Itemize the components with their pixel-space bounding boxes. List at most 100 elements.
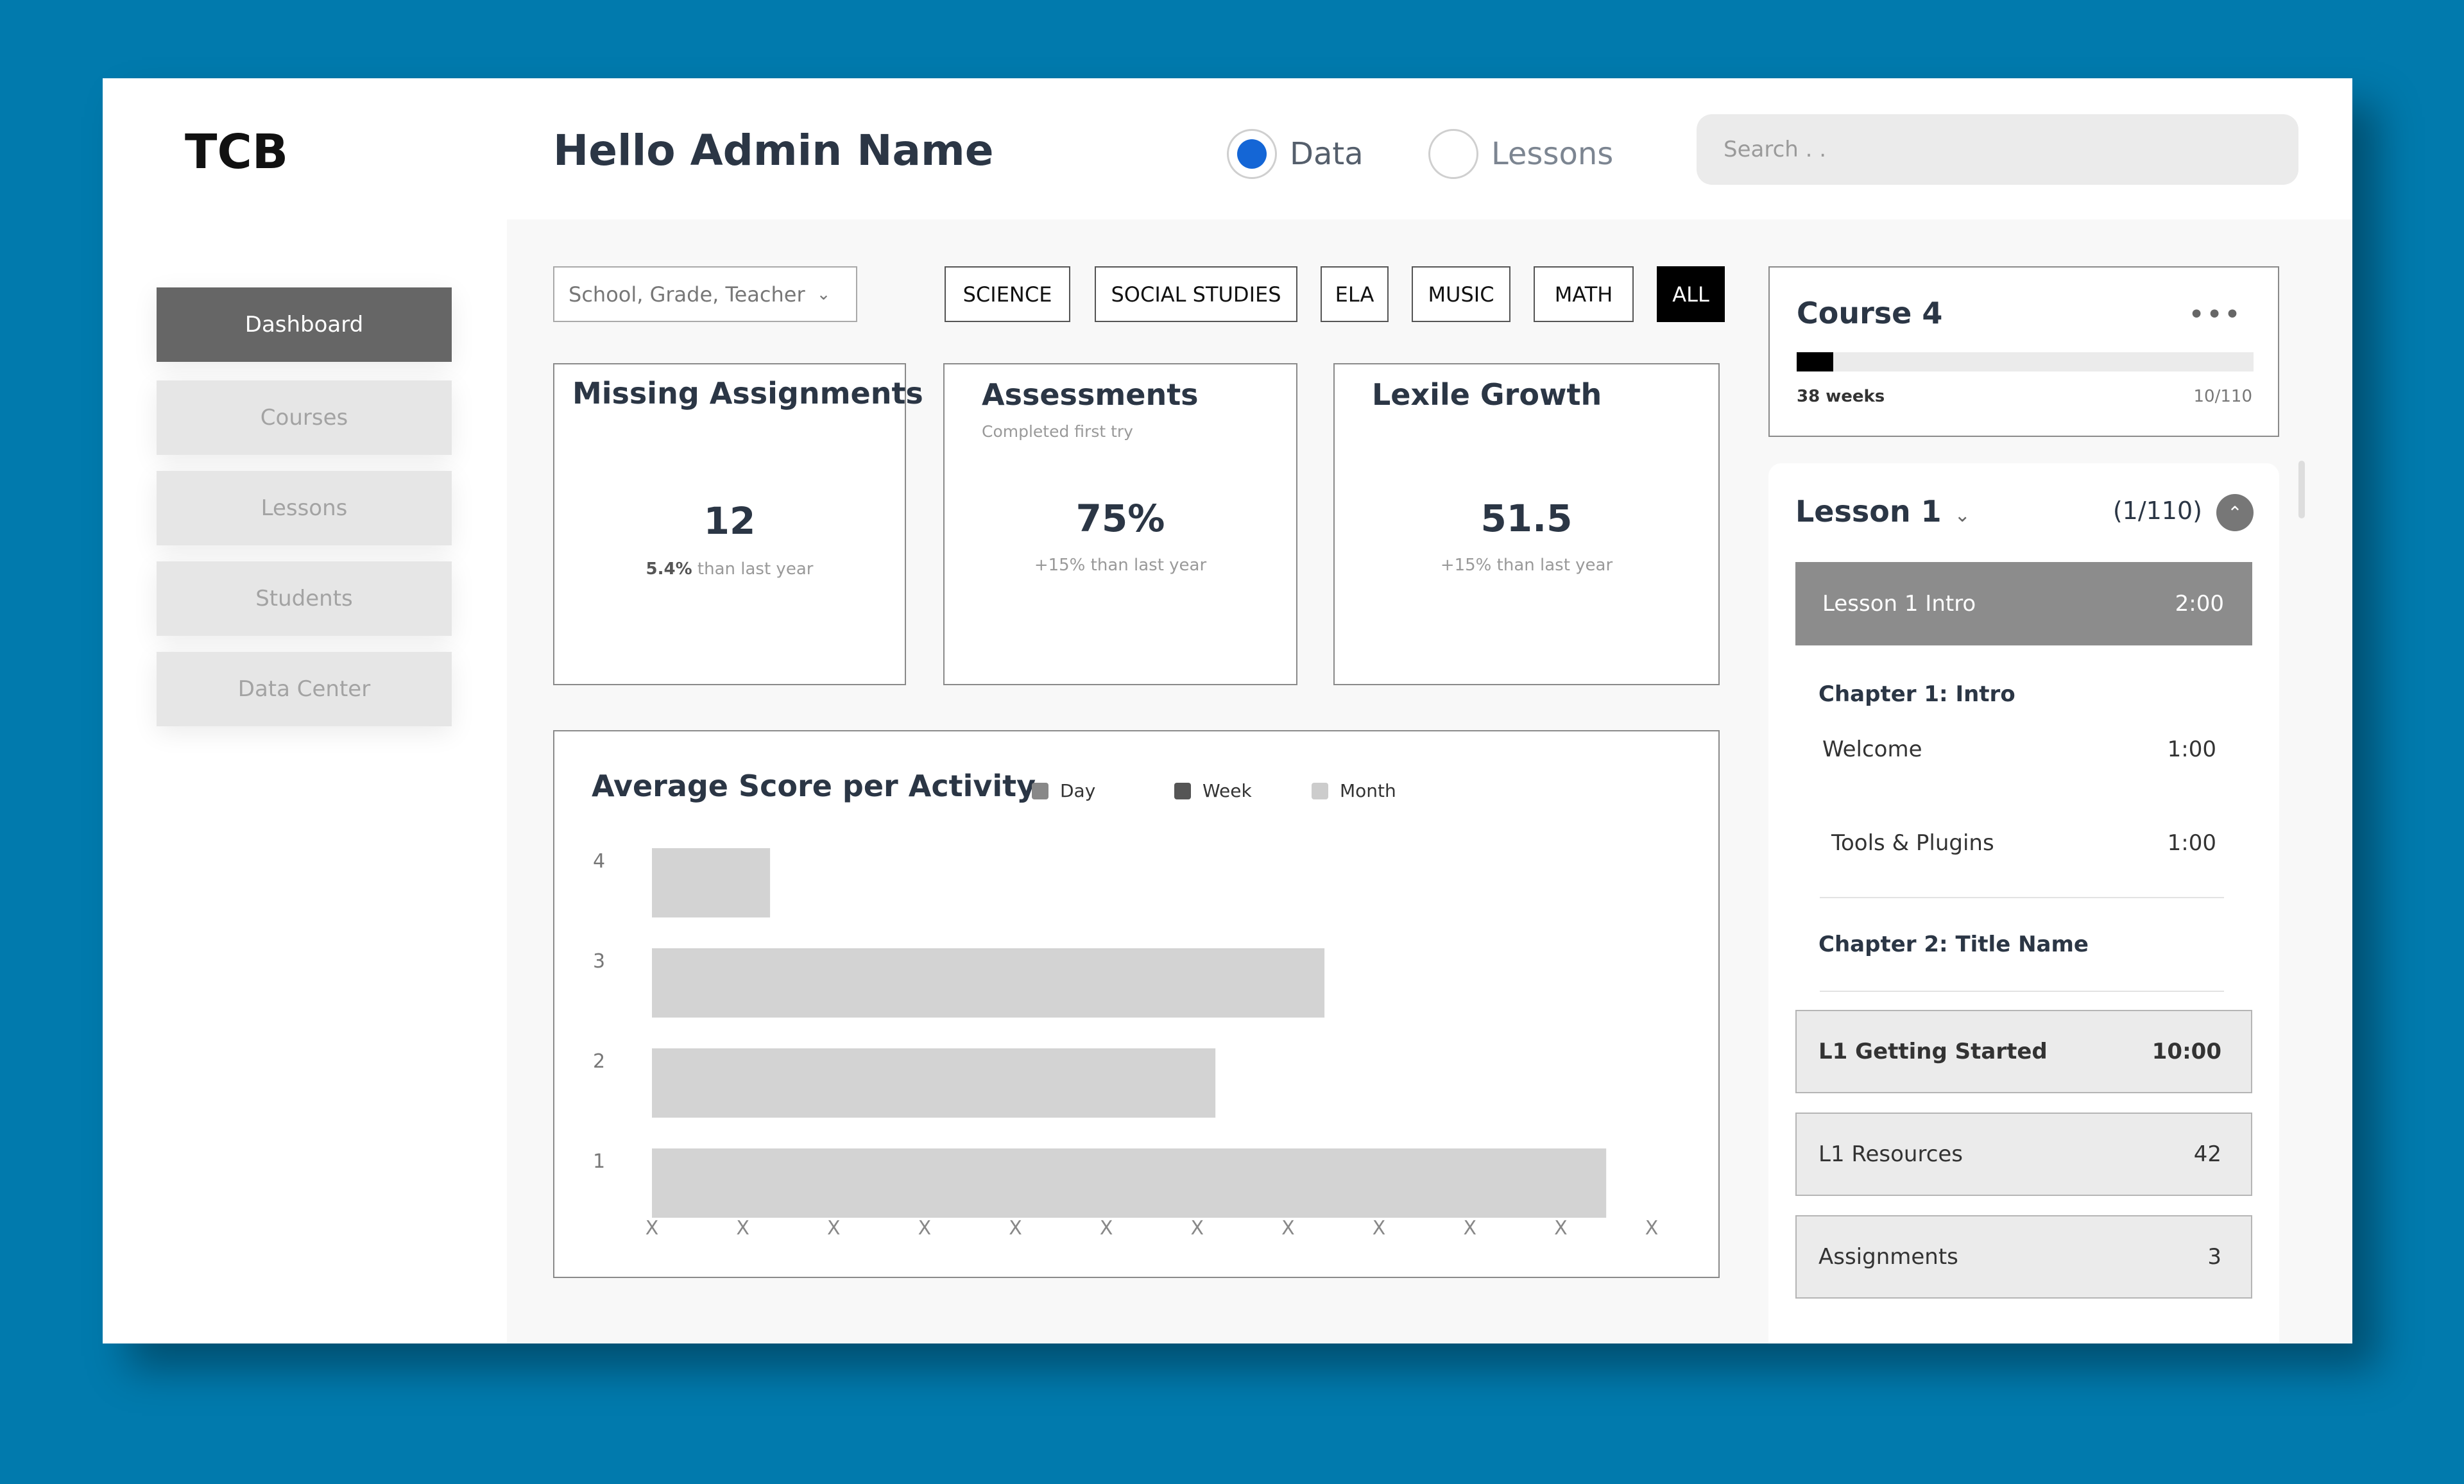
x-tick-label: X — [1191, 1217, 1204, 1240]
x-tick-label: X — [1281, 1217, 1295, 1240]
logo: TCB — [185, 124, 289, 180]
lesson-select[interactable]: Lesson 1 ⌄ — [1795, 494, 1971, 529]
sidebar-item-dashboard[interactable]: Dashboard — [157, 287, 452, 362]
bar-chart: 4 3 2 1 X X X X X X X X X X X X — [593, 848, 1659, 1240]
x-tick-label: X — [646, 1217, 659, 1240]
sidebar-item-lessons[interactable]: Lessons — [157, 471, 452, 545]
greeting-title: Hello Admin Name — [553, 126, 994, 175]
school-grade-teacher-select[interactable]: School, Grade, Teacher ⌄ — [553, 266, 857, 322]
search-input[interactable] — [1697, 114, 2298, 185]
subject-music-button[interactable]: MUSIC — [1412, 266, 1510, 322]
card-delta-text: than last year — [692, 559, 814, 579]
chapter-title: Chapter 1: Intro — [1818, 681, 2015, 707]
legend-label: Week — [1202, 780, 1252, 801]
lesson-item-value: 3 — [2207, 1244, 2221, 1270]
course-progress-bar — [1797, 352, 2254, 371]
course-card: Course 4 ••• 38 weeks 10/110 — [1768, 266, 2279, 437]
lesson-item-label: Lesson 1 Intro — [1822, 591, 1976, 617]
subject-social-studies-button[interactable]: SOCIAL STUDIES — [1095, 266, 1297, 322]
subject-math-button[interactable]: MATH — [1534, 266, 1634, 322]
card-title: Missing Assignments — [572, 376, 923, 411]
lesson-item-duration: 1:00 — [2167, 830, 2216, 856]
bar[interactable] — [652, 948, 1325, 1018]
card-subtitle: Completed first try — [982, 422, 1133, 441]
lexile-growth-card: Lexile Growth 51.5 +15% than last year — [1333, 363, 1720, 685]
card-delta: +15% than last year — [1034, 556, 1207, 575]
course-weeks: 38 weeks — [1797, 387, 1885, 406]
select-label: School, Grade, Teacher — [569, 282, 805, 307]
radio-unchecked-icon — [1428, 129, 1478, 179]
x-tick-label: X — [1100, 1217, 1113, 1240]
card-value: 51.5 — [1480, 497, 1573, 540]
app-window: TCB Hello Admin Name Data Lessons Dashbo… — [103, 78, 2352, 1343]
lesson-item-row[interactable]: L1 Resources 42 — [1795, 1113, 2252, 1196]
card-title: Lexile Growth — [1372, 377, 1602, 412]
view-radio-lessons[interactable]: Lessons — [1428, 128, 1613, 180]
legend-label: Month — [1340, 780, 1396, 801]
lesson-item-label: L1 Resources — [1818, 1141, 1964, 1167]
legend-item-week[interactable]: Week — [1174, 780, 1252, 801]
lesson-intro-row[interactable]: Lesson 1 Intro 2:00 — [1795, 562, 2252, 645]
scrollbar-thumb[interactable] — [2298, 461, 2305, 518]
x-tick-label: X — [1645, 1217, 1659, 1240]
y-tick-label: 1 — [593, 1150, 605, 1173]
radio-checked-icon — [1227, 129, 1277, 179]
lesson-item-row[interactable]: Assignments 3 — [1795, 1215, 2252, 1299]
lesson-item-label: L1 Getting Started — [1818, 1039, 2048, 1064]
y-tick-label: 4 — [593, 850, 605, 873]
x-tick-label: X — [1554, 1217, 1568, 1240]
bar[interactable] — [652, 1148, 1607, 1218]
x-tick-label: X — [918, 1217, 932, 1240]
lesson-item-value: 42 — [2193, 1141, 2221, 1167]
lesson-item-duration: 2:00 — [2175, 591, 2224, 617]
lesson-item-row[interactable]: Tools & Plugins 1:00 — [1795, 811, 2252, 875]
lesson-item-label: Tools & Plugins — [1831, 830, 1994, 856]
chevron-down-icon: ⌄ — [816, 284, 831, 304]
course-title: Course 4 — [1797, 296, 1943, 330]
legend-item-day[interactable]: Day — [1032, 780, 1095, 801]
lesson-select-label: Lesson 1 — [1795, 494, 1942, 529]
chapter-title: Chapter 2: Title Name — [1818, 932, 2089, 957]
legend-item-month[interactable]: Month — [1312, 780, 1396, 801]
chevron-up-icon: ⌃ — [2227, 502, 2243, 524]
lesson-item-label: Welcome — [1822, 737, 1922, 762]
sidebar-item-courses[interactable]: Courses — [157, 380, 452, 455]
sidebar-item-data-center[interactable]: Data Center — [157, 652, 452, 726]
course-progress-fill — [1797, 352, 1833, 371]
lesson-item-row[interactable]: L1 Getting Started 10:00 — [1795, 1010, 2252, 1093]
subject-ela-button[interactable]: ELA — [1321, 266, 1389, 322]
legend-swatch — [1032, 782, 1048, 799]
average-score-chart-panel: Average Score per Activity Day Week Mont… — [553, 730, 1720, 1278]
card-delta: +15% than last year — [1440, 556, 1613, 575]
missing-assignments-card: Missing Assignments 12 5.4% than last ye… — [553, 363, 923, 685]
card-delta: 5.4% than last year — [554, 559, 905, 579]
card-value: 12 — [703, 499, 756, 543]
sidebar-item-students[interactable]: Students — [157, 561, 452, 636]
bar[interactable] — [652, 848, 771, 917]
lesson-item-value: 10:00 — [2152, 1039, 2221, 1064]
assessments-card: Assessments Completed first try 75% +15%… — [943, 363, 1297, 685]
lesson-count: (1/110) — [2112, 497, 2202, 525]
chevron-down-icon: ⌄ — [1954, 504, 1971, 527]
legend-label: Day — [1060, 780, 1096, 801]
legend-swatch — [1174, 782, 1191, 799]
view-radio-lessons-label: Lessons — [1491, 136, 1614, 172]
card-title: Assessments — [982, 377, 1199, 412]
divider — [1820, 897, 2224, 898]
y-tick-label: 2 — [593, 1050, 605, 1073]
view-radio-data[interactable]: Data — [1227, 128, 1364, 180]
subject-all-button[interactable]: ALL — [1657, 266, 1725, 322]
bar[interactable] — [652, 1048, 1216, 1118]
more-options-icon[interactable]: ••• — [2188, 298, 2242, 331]
x-tick-label: X — [1009, 1217, 1022, 1240]
collapse-button[interactable]: ⌃ — [2216, 494, 2254, 531]
chart-title: Average Score per Activity — [592, 769, 1036, 803]
legend-swatch — [1312, 782, 1328, 799]
lesson-item-label: Assignments — [1818, 1244, 1958, 1270]
subject-science-button[interactable]: SCIENCE — [945, 266, 1070, 322]
lesson-item-row[interactable]: Welcome 1:00 — [1795, 717, 2252, 781]
card-value: 75% — [1075, 497, 1165, 540]
view-radio-data-label: Data — [1290, 136, 1364, 172]
divider — [1820, 991, 2224, 992]
x-tick-label: X — [827, 1217, 841, 1240]
